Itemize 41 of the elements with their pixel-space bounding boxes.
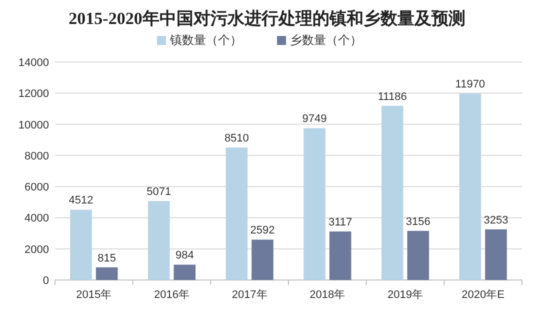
y-tick-label: 14000 [18, 57, 49, 69]
bar [459, 94, 482, 280]
data-label: 3156 [406, 216, 430, 228]
bar [304, 128, 326, 280]
y-tick-label: 2000 [24, 244, 49, 256]
y-tick-label: 12000 [18, 88, 49, 100]
bar [174, 264, 196, 280]
data-label: 3117 [328, 216, 352, 228]
chart-title: 2015-2020年中国对污水进行处理的镇和乡数量及预测 [68, 9, 466, 28]
bar [226, 147, 248, 280]
bar [407, 230, 430, 280]
x-tick-label: 2017年 [232, 289, 268, 301]
data-label: 11186 [378, 90, 407, 103]
bar [148, 201, 170, 280]
bar [252, 240, 274, 280]
x-tick-label: 2015年 [76, 289, 112, 301]
data-label: 8510 [224, 132, 249, 144]
bar [70, 210, 92, 280]
x-tick-label: 2020年E [462, 289, 504, 301]
data-label: 5071 [146, 186, 172, 198]
data-label: 2592 [250, 224, 275, 237]
y-tick-label: 8000 [24, 150, 49, 162]
data-label: 815 [98, 252, 116, 264]
legend-label: 镇数量（个） [169, 33, 242, 47]
y-tick-label: 10000 [18, 119, 49, 132]
bar [329, 231, 352, 280]
y-tick-label: 6000 [24, 182, 49, 194]
bar [381, 106, 404, 280]
bar [96, 267, 118, 280]
data-label: 9749 [302, 113, 327, 126]
legend-label: 乡数量（个） [290, 33, 362, 47]
y-tick-label: 0 [42, 275, 49, 287]
x-tick-label: 2018年 [310, 289, 346, 301]
x-tick-label: 2019年 [388, 289, 423, 301]
y-tick-label: 4000 [24, 212, 49, 225]
data-label: 3253 [484, 214, 508, 226]
data-label: 11970 [455, 78, 486, 91]
bar [485, 229, 507, 280]
data-label: 4512 [68, 194, 94, 207]
x-tick-label: 2016年 [154, 289, 190, 301]
data-label: 984 [175, 250, 194, 262]
